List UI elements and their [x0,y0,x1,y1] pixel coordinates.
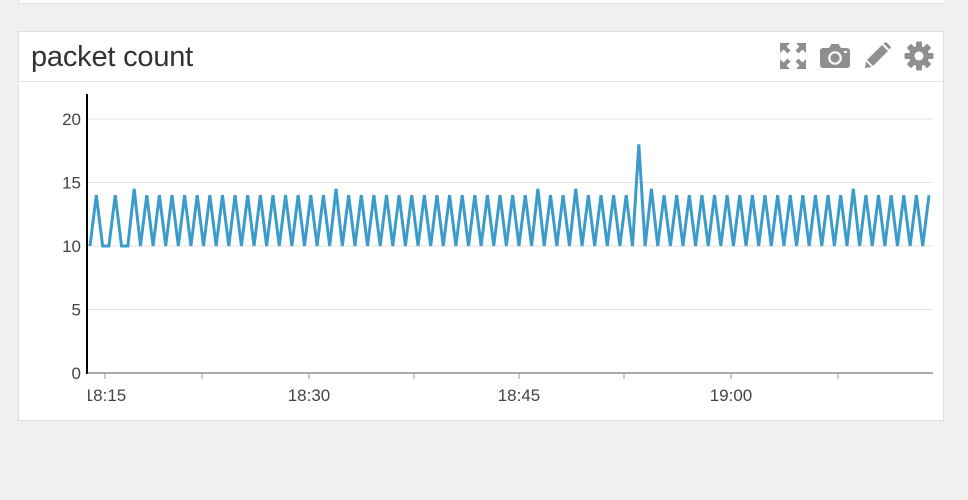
y-tick-label: 5 [72,301,81,320]
x-axis-ticks [104,373,839,379]
series-line [88,144,931,248]
camera-icon [820,44,850,68]
y-tick-label: 20 [62,110,81,129]
y-tick-label: 15 [62,174,81,193]
panel-toolbar [777,41,935,71]
y-tick-label: 10 [62,237,81,256]
y-axis-labels: 0 5 10 15 20 [62,110,81,383]
settings-button[interactable] [903,41,935,71]
packet-count-panel: packet count [18,31,944,421]
edit-button[interactable] [861,41,893,71]
expand-icon [780,43,806,69]
gear-icon [904,41,934,71]
x-tick-label: 18:45 [498,386,541,405]
expand-button[interactable] [777,41,809,71]
packet-count-chart: 0 5 10 15 20 18:15 18:30 18:45 19:00 [62,94,933,405]
chart-area: 0 5 10 15 20 18:15 18:30 18:45 19:00 [19,82,945,422]
x-tick-label: 18:15 [84,386,127,405]
y-tick-label: 0 [72,364,81,383]
panel-title: packet count [31,41,194,73]
pencil-icon [865,42,891,68]
x-tick-label: 18:30 [288,386,331,405]
x-tick-label: 19:00 [710,386,753,405]
snapshot-button[interactable] [819,41,851,71]
x-axis-labels: 18:15 18:30 18:45 19:00 [84,386,753,405]
panel-header: packet count [19,32,943,82]
previous-panel-edge [18,0,946,4]
